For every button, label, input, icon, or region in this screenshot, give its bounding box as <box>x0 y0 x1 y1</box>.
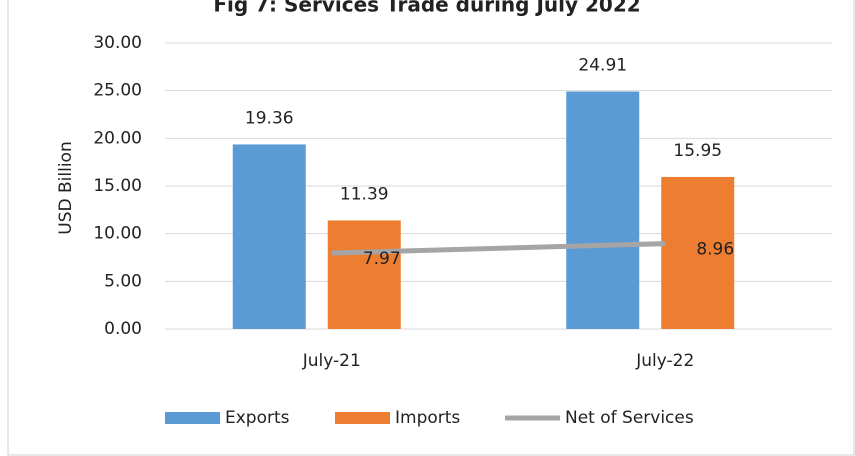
line <box>331 241 666 256</box>
y-axis-label: USD Billion <box>56 141 76 234</box>
legend-swatch <box>165 412 220 424</box>
data-label: 8.96 <box>696 240 734 260</box>
data-label: 24.91 <box>578 56 627 76</box>
bar <box>566 91 640 330</box>
bar <box>232 144 306 329</box>
y-tick-label: 5.00 <box>104 271 142 291</box>
legend-label: Net of Services <box>565 408 694 428</box>
y-tick-label: 30.00 <box>93 33 142 53</box>
x-tick-label: July-22 <box>635 351 694 371</box>
y-tick-label: 10.00 <box>93 224 142 244</box>
bar <box>327 220 401 329</box>
bar <box>661 176 735 329</box>
y-tick-label: 25.00 <box>93 81 142 101</box>
legend-swatch <box>335 412 390 424</box>
chart-title: Fig 7: Services Trade during July 2022 <box>213 0 640 17</box>
data-label: 15.95 <box>673 141 722 161</box>
y-tick-label: 20.00 <box>93 128 142 148</box>
y-tick-label: 0.00 <box>104 319 142 339</box>
data-label: 11.39 <box>340 184 389 204</box>
data-label: 19.36 <box>245 108 294 128</box>
legend-label: Imports <box>395 408 460 428</box>
legend-label: Exports <box>225 408 290 428</box>
x-tick-label: July-21 <box>302 351 361 371</box>
y-tick-label: 15.00 <box>93 176 142 196</box>
data-label: 7.97 <box>363 249 401 269</box>
